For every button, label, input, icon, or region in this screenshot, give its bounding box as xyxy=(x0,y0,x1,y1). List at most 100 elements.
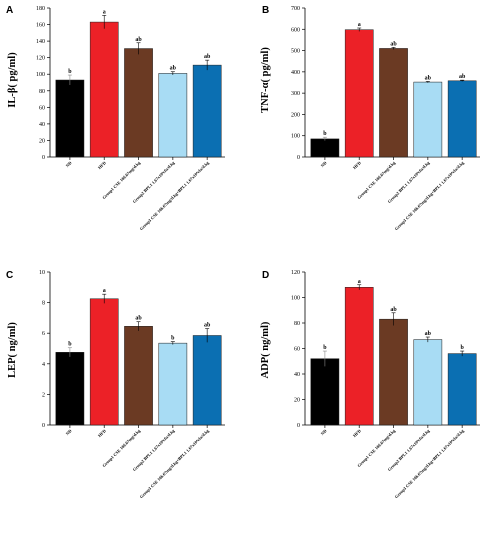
y-tick-label: 500 xyxy=(291,49,300,55)
significance-label: ab xyxy=(204,54,211,60)
y-axis-label: ADP( ng/ml) xyxy=(260,321,271,378)
y-tick-label: 600 xyxy=(291,27,300,33)
category-label: ND xyxy=(320,160,328,168)
y-tick-label: 100 xyxy=(291,296,300,302)
panel-c: C LEP( ng/ml) 0 2 4 6 8 10 b ND a HFD ab Group1 CSE 1… xyxy=(6,270,225,499)
y-tick-label: 2 xyxy=(42,392,45,398)
y-tick-label: 80 xyxy=(39,89,45,95)
bar-4 xyxy=(413,339,443,426)
panel-letter: D xyxy=(262,270,269,281)
category-label: Group1 CSE 166.67mg/d.kg xyxy=(101,428,142,469)
category-label: Group3 CSE 166.67mg/d.kg+BPL1 1.67x10⁸cf… xyxy=(139,160,211,232)
y-tick-label: 60 xyxy=(294,347,300,353)
significance-label: b xyxy=(460,345,464,351)
significance-label: ab xyxy=(204,323,211,329)
y-tick-label: 300 xyxy=(291,91,300,97)
bar-2 xyxy=(89,21,119,158)
y-tick-label: 700 xyxy=(291,6,300,12)
bar-2 xyxy=(344,287,374,426)
significance-label: a xyxy=(358,279,361,285)
y-axis-label: TNF-α( pg/ml) xyxy=(260,47,271,113)
significance-label: a xyxy=(358,22,361,28)
bar-5 xyxy=(447,80,477,158)
panel-a: A IL-β( pg/ml) 0 20 40 60 80 100 120 140 160 180 b ND… xyxy=(6,5,225,231)
category-label: HFD xyxy=(352,160,362,170)
y-tick-label: 0 xyxy=(42,423,45,429)
bar-2 xyxy=(344,29,374,158)
bar-1 xyxy=(55,79,85,158)
category-label: Group1 CSE 166.67mg/d.kg xyxy=(101,160,142,201)
y-tick-label: 120 xyxy=(36,56,45,62)
bar-1 xyxy=(310,138,340,158)
bar-3 xyxy=(379,318,408,426)
y-tick-label: 0 xyxy=(297,423,300,429)
y-tick-label: 160 xyxy=(36,23,45,29)
y-tick-label: 40 xyxy=(294,372,300,378)
significance-label: a xyxy=(103,288,106,294)
panel-letter: C xyxy=(6,270,13,281)
bar-3 xyxy=(379,48,408,158)
y-tick-label: 10 xyxy=(39,270,45,276)
significance-label: a xyxy=(103,9,106,15)
category-label: HFD xyxy=(352,428,362,438)
y-tick-label: 4 xyxy=(42,362,45,368)
significance-label: b xyxy=(323,131,327,137)
significance-label: ab xyxy=(425,331,432,337)
significance-label: b xyxy=(323,345,327,351)
bar-4 xyxy=(158,342,188,426)
bar-5 xyxy=(447,353,477,426)
y-tick-label: 8 xyxy=(42,301,45,307)
category-label: HFD xyxy=(97,160,107,170)
y-tick-label: 120 xyxy=(291,270,300,276)
significance-label: ab xyxy=(170,66,177,72)
category-label: Group3 CSE 166.67mg/d.kg+BPL1 1.67x10⁸cf… xyxy=(394,428,466,500)
y-axis-label: LEP( ng/ml) xyxy=(7,322,18,378)
significance-label: ab xyxy=(459,74,466,80)
bar-5 xyxy=(192,64,222,158)
category-label: Group1 CSE 166.67mg/d.kg xyxy=(356,160,397,201)
bar-5 xyxy=(192,335,222,426)
y-tick-label: 40 xyxy=(39,122,45,128)
category-label: ND xyxy=(320,428,328,436)
y-tick-label: 0 xyxy=(42,155,45,161)
y-axis-label: IL-β( pg/ml) xyxy=(7,52,18,108)
y-tick-label: 100 xyxy=(36,72,45,78)
panel-letter: A xyxy=(6,5,13,16)
category-label: HFD xyxy=(97,428,107,438)
panel-letter: B xyxy=(262,5,269,16)
y-tick-label: 100 xyxy=(291,134,300,140)
significance-label: ab xyxy=(425,75,432,81)
category-label: ND xyxy=(65,428,73,436)
y-tick-label: 400 xyxy=(291,70,300,76)
y-tick-label: 0 xyxy=(297,155,300,161)
y-tick-label: 20 xyxy=(294,398,300,404)
significance-label: b xyxy=(68,69,72,75)
bar-1 xyxy=(310,358,340,426)
y-tick-label: 60 xyxy=(39,105,45,111)
significance-label: ab xyxy=(135,316,142,322)
bar-4 xyxy=(413,81,443,158)
y-tick-label: 20 xyxy=(39,138,45,144)
category-label: ND xyxy=(65,160,73,168)
significance-label: ab xyxy=(135,37,142,43)
category-label: Group3 CSE 166.67mg/d.kg+BPL1 1.67x10⁸cf… xyxy=(139,428,211,500)
y-tick-label: 180 xyxy=(36,6,45,12)
y-tick-label: 80 xyxy=(294,321,300,327)
panel-d: D ADP( ng/ml) 0 20 40 60 80 100 120 b ND a HFD ab Grou… xyxy=(260,270,480,499)
y-tick-label: 140 xyxy=(36,39,45,45)
bar-1 xyxy=(55,352,85,426)
bar-3 xyxy=(124,48,153,158)
y-tick-label: 200 xyxy=(291,112,300,118)
bar-3 xyxy=(124,326,153,426)
bar-2 xyxy=(89,298,119,426)
category-label: Group3 CSE 166.67mg/d.kg+BPL1 1.67x10⁸cf… xyxy=(394,160,466,232)
panel-b: B TNF-α( pg/ml) 0 100 200 300 400 500 600 700 b ND a… xyxy=(260,5,480,231)
significance-label: ab xyxy=(390,307,397,313)
bar-4 xyxy=(158,73,188,158)
significance-label: ab xyxy=(390,41,397,47)
category-label: Group1 CSE 166.67mg/d.kg xyxy=(356,428,397,469)
y-tick-label: 6 xyxy=(42,331,45,337)
significance-label: b xyxy=(68,342,72,348)
significance-label: b xyxy=(171,336,175,342)
